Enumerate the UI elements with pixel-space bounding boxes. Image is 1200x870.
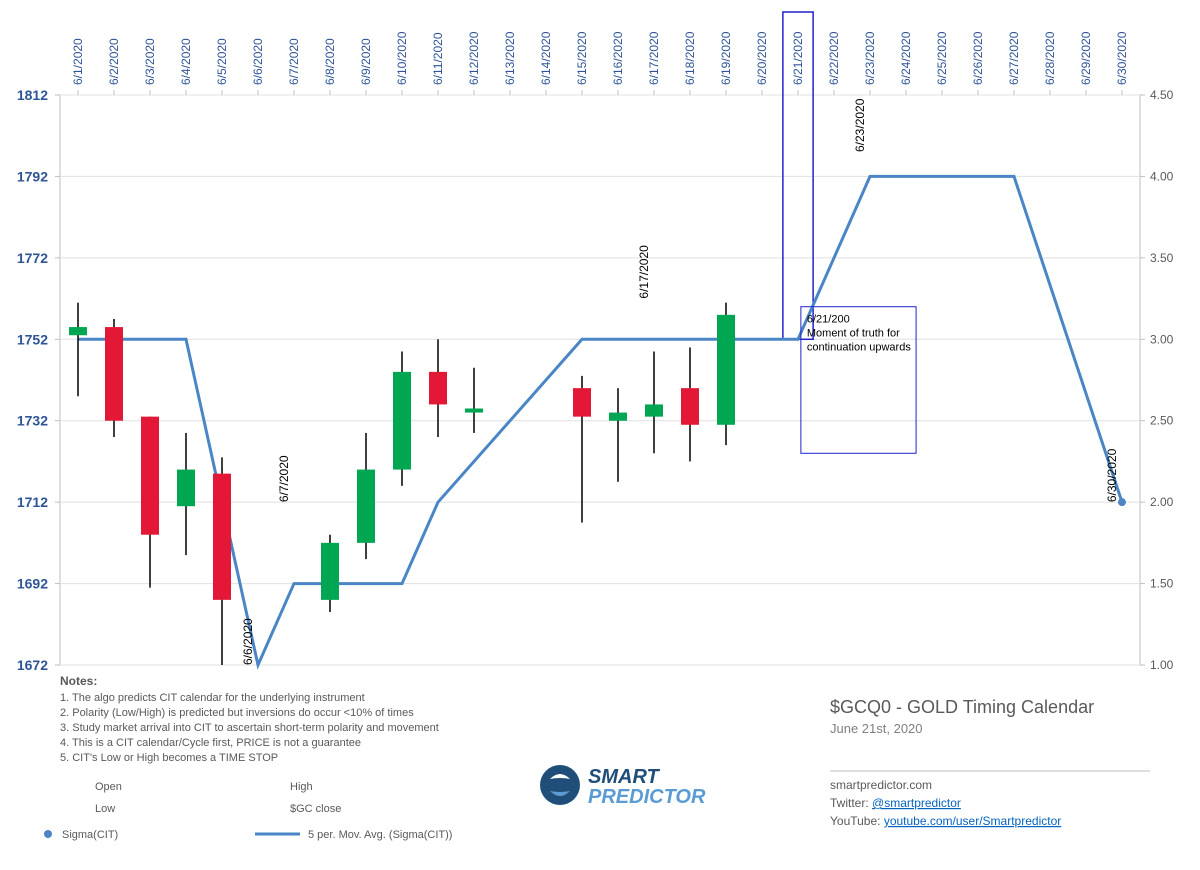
right-axis-tick: 2.50 (1150, 414, 1174, 428)
x-axis-date: 6/18/2020 (683, 31, 697, 85)
x-axis-date: 6/25/2020 (935, 31, 949, 85)
x-axis-date: 6/15/2020 (575, 31, 589, 85)
x-axis-date: 6/14/2020 (539, 31, 553, 85)
x-axis-date: 6/2/2020 (107, 38, 121, 85)
callout-text: continuation upwards (807, 342, 911, 354)
callout-text: 6/21/200 (807, 314, 850, 326)
contact-youtube: YouTube: youtube.com/user/Smartpredictor (830, 814, 1061, 828)
candle-body (681, 388, 699, 425)
chart-container: 1.00 1.50 2.00 2.50 3.00 3.50 4.00 4.50 1672 1692… (0, 0, 1200, 870)
right-axis-tick: 4.50 (1150, 88, 1174, 102)
x-axis-date: 6/5/2020 (215, 38, 229, 85)
notes-line: 2. Polarity (Low/High) is predicted but … (60, 707, 414, 719)
right-axis-tick: 3.00 (1150, 332, 1174, 346)
legend-close: $GC close (290, 803, 341, 815)
notes-line: 5. CIT's Low or High becomes a TIME STOP (60, 752, 278, 764)
x-axis-date: 6/24/2020 (899, 31, 913, 85)
legend-mavg: 5 per. Mov. Avg. (Sigma(CIT)) (308, 829, 452, 841)
candle-body (105, 327, 123, 421)
notes-line: 4. This is a CIT calendar/Cycle first, P… (60, 737, 361, 749)
callout-text: Moment of truth for (807, 328, 900, 340)
x-axis-date: 6/23/2020 (863, 31, 877, 85)
left-axis-tick: 1812 (17, 87, 48, 103)
svg-text:SMART: SMART (588, 766, 661, 788)
right-axis-tick: 1.00 (1150, 658, 1174, 672)
inline-date-annotation: 6/6/2020 (241, 618, 255, 665)
x-axis-date: 6/19/2020 (719, 31, 733, 85)
contact-site: smartpredictor.com (830, 778, 932, 792)
x-axis-date: 6/10/2020 (395, 31, 409, 85)
candle-body (393, 372, 411, 470)
contact-twitter: Twitter: @smartpredictor (830, 796, 961, 810)
candle-body (141, 417, 159, 535)
x-axis-date: 6/8/2020 (323, 38, 337, 85)
right-axis-tick: 4.00 (1150, 169, 1174, 183)
candle-body (717, 315, 735, 425)
chart-subtitle: June 21st, 2020 (830, 721, 923, 736)
candle-body (321, 543, 339, 600)
right-axis-tick: 2.00 (1150, 495, 1174, 509)
left-axis-tick: 1692 (17, 576, 48, 592)
svg-text:PREDICTOR: PREDICTOR (588, 786, 706, 808)
x-axis-date: 6/1/2020 (71, 38, 85, 85)
x-axis-date: 6/30/2020 (1115, 31, 1129, 85)
chart-svg: 1.00 1.50 2.00 2.50 3.00 3.50 4.00 4.50 1672 1692… (0, 0, 1200, 870)
sigma-end-marker (1118, 498, 1126, 506)
x-axis-date: 6/9/2020 (359, 38, 373, 85)
x-axis-date: 6/11/2020 (431, 32, 445, 85)
inline-date-annotation: 6/23/2020 (853, 98, 867, 152)
candle-body (213, 474, 231, 600)
inline-date-annotation: 6/30/2020 (1105, 448, 1119, 502)
x-axis-date: 6/28/2020 (1043, 31, 1057, 85)
smartpredictor-logo: SMARTPREDICTOR (540, 765, 706, 808)
inline-date-annotation: 6/7/2020 (277, 455, 291, 502)
left-axis-tick: 1672 (17, 657, 48, 673)
x-axis-date: 6/29/2020 (1079, 31, 1093, 85)
left-axis-tick: 1772 (17, 250, 48, 266)
candle-body (69, 327, 87, 335)
candle-body (645, 404, 663, 416)
candle-body (177, 470, 195, 507)
legend-low: Low (95, 803, 115, 815)
right-axis-tick: 1.50 (1150, 577, 1174, 591)
candle-body (357, 470, 375, 543)
x-axis-date: 6/7/2020 (287, 38, 301, 85)
notes-title: Notes: (60, 674, 97, 688)
x-axis-date: 6/27/2020 (1007, 31, 1021, 85)
candle-body (429, 372, 447, 405)
x-axis-date: 6/17/2020 (647, 31, 661, 85)
right-axis-tick: 3.50 (1150, 251, 1174, 265)
x-axis-date: 6/13/2020 (503, 31, 517, 85)
x-axis-date: 6/12/2020 (467, 31, 481, 85)
x-axis-date: 6/22/2020 (827, 31, 841, 85)
legend-high: High (290, 781, 313, 793)
notes-line: 1. The algo predicts CIT calendar for th… (60, 692, 365, 704)
legend-sigma-marker (44, 830, 52, 838)
candle-body (573, 388, 591, 417)
left-axis-tick: 1792 (17, 168, 48, 184)
x-axis-date: 6/4/2020 (179, 38, 193, 85)
notes-line: 3. Study market arrival into CIT to asce… (60, 722, 439, 734)
left-axis-tick: 1732 (17, 413, 48, 429)
x-axis-date: 6/3/2020 (143, 38, 157, 85)
legend-open: Open (95, 781, 122, 793)
x-axis-date: 6/16/2020 (611, 31, 625, 85)
x-axis-date: 6/21/2020 (791, 31, 805, 85)
legend-sigma: Sigma(CIT) (62, 829, 118, 841)
x-axis-date: 6/20/2020 (755, 31, 769, 85)
inline-date-annotation: 6/17/2020 (637, 245, 651, 299)
left-axis-tick: 1752 (17, 331, 48, 347)
chart-title: $GCQ0 - GOLD Timing Calendar (830, 697, 1094, 717)
candle-body (465, 409, 483, 413)
x-axis-date: 6/6/2020 (251, 38, 265, 85)
candle-body (609, 413, 627, 421)
x-axis-date: 6/26/2020 (971, 31, 985, 85)
left-axis-tick: 1712 (17, 494, 48, 510)
